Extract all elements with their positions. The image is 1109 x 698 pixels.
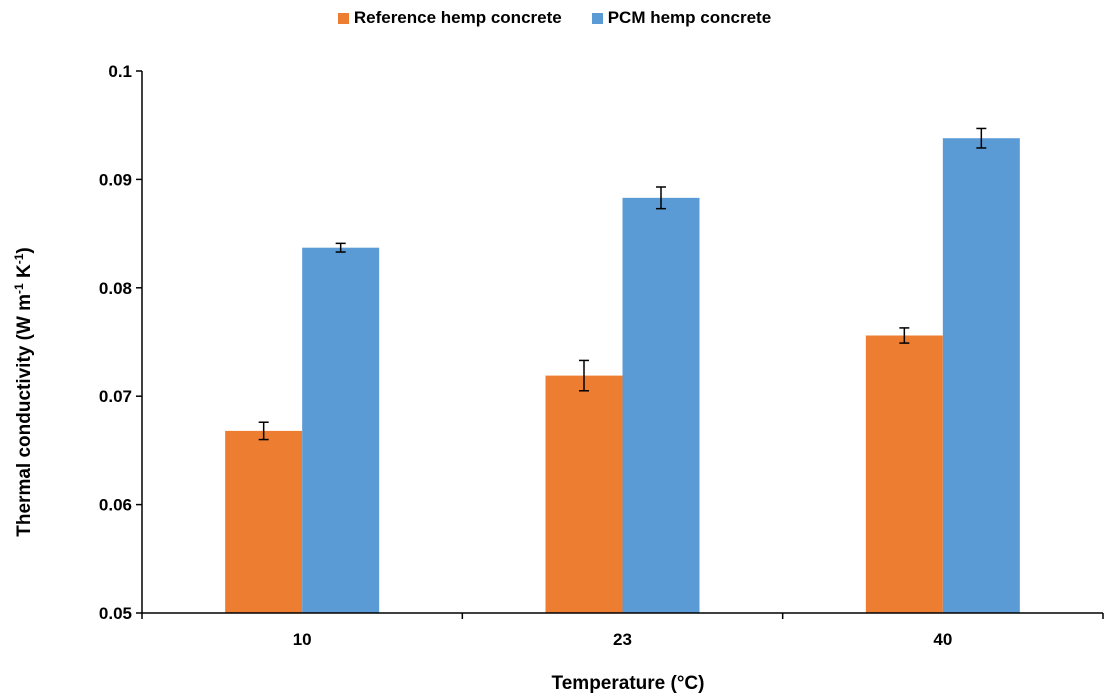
x-axis-title: Temperature (°C) (552, 673, 705, 694)
legend-item-pcm: PCM hemp concrete (591, 8, 772, 28)
legend: Reference hemp concrete PCM hemp concret… (0, 8, 1109, 28)
error-bars-group (258, 127, 987, 441)
axes-group: 0.05 0.06 0.07 0.08 0.09 0.1 10 23 40 (99, 62, 1104, 649)
y-tick-label: 0.07 (99, 387, 132, 406)
bar-reference-10 (225, 430, 303, 613)
bars-group (225, 138, 1020, 613)
legend-swatch-pcm (591, 12, 603, 24)
y-axis-title-sup2: -1 (12, 253, 26, 264)
y-axis-title-mid: K (14, 264, 35, 283)
y-tick-label: 0.06 (99, 496, 132, 515)
bar-pcm-10 (302, 247, 380, 613)
y-tick-label: 0.09 (99, 170, 132, 189)
bar-pcm-23 (622, 197, 700, 613)
x-tick-label: 10 (293, 630, 312, 649)
y-tick-label: 0.1 (108, 62, 132, 81)
bar-pcm-40 (942, 138, 1020, 613)
bar-reference-40 (865, 335, 943, 613)
y-tick-label: 0.08 (99, 279, 132, 298)
legend-swatch-reference (337, 12, 349, 24)
y-axis-title-end: ) (14, 247, 35, 253)
y-axis-title-sup1: -1 (12, 283, 26, 294)
x-tick-label: 23 (613, 630, 632, 649)
legend-item-reference: Reference hemp concrete (337, 8, 562, 28)
y-axis-title-main: Thermal conductivity (W m (14, 294, 35, 537)
x-tick-label: 40 (933, 630, 952, 649)
y-axis-title: Thermal conductivity (W m-1 K-1) (12, 247, 35, 536)
legend-label-pcm: PCM hemp concrete (607, 8, 772, 27)
bar-reference-23 (545, 375, 623, 613)
y-tick-label: 0.05 (99, 604, 132, 623)
legend-label-reference: Reference hemp concrete (353, 8, 562, 27)
